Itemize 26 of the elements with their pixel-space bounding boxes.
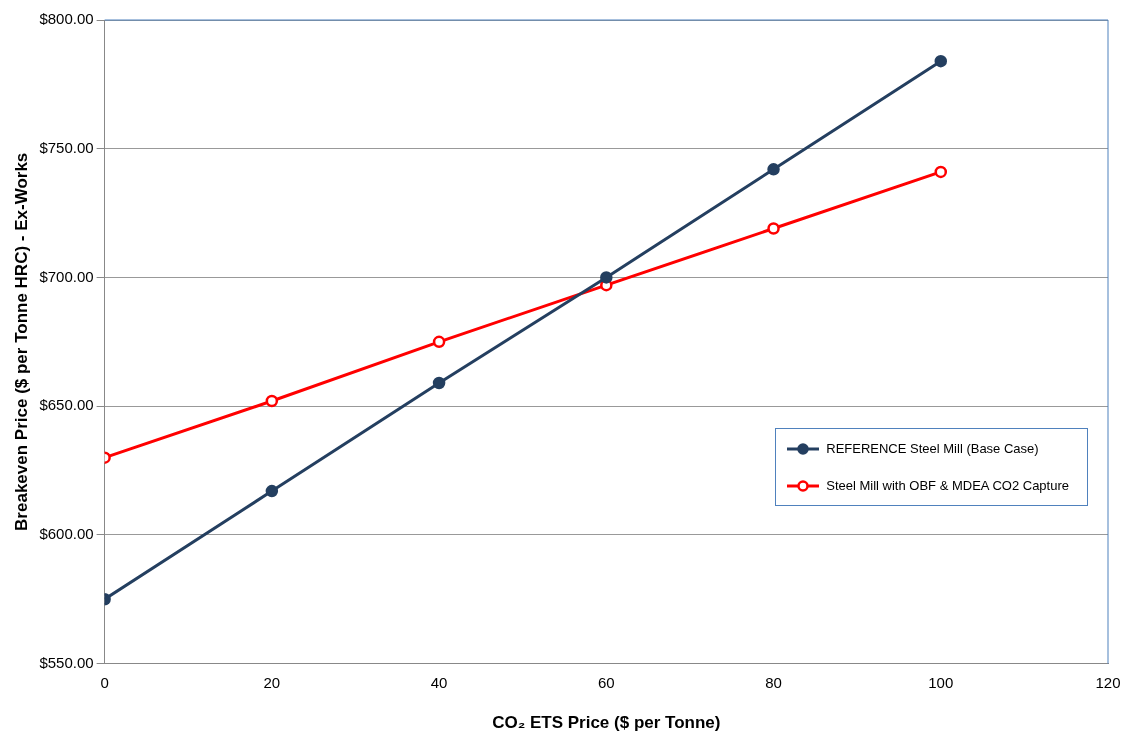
x-tick-label: 80 — [765, 673, 782, 691]
y-tick-label: $700.00 — [39, 267, 94, 285]
y-tick-label: $600.00 — [39, 525, 94, 543]
y-tick-label: $550.00 — [39, 653, 94, 671]
point — [934, 165, 948, 179]
point — [767, 163, 780, 176]
x-tick-label: 20 — [263, 673, 281, 691]
point — [600, 271, 613, 284]
x-tick-label: 120 — [1095, 673, 1121, 691]
x-axis-title: CO₂ ETS Price ($ per Tonne) — [492, 713, 721, 733]
x-tick-label: 60 — [597, 673, 615, 691]
point — [767, 222, 780, 235]
y-axis-title: Breakeven Price ($ per Tonne HRC) - Ex-Works — [11, 152, 31, 531]
point — [265, 394, 279, 408]
point — [265, 484, 279, 498]
legend-label: Steel Mill with OBF & MDEA CO2 Capture — [826, 478, 1069, 493]
x-tick-label: 100 — [928, 673, 954, 691]
point — [432, 335, 446, 349]
legend-label: REFERENCE Steel Mill (Base Case) — [826, 441, 1039, 456]
x-tick-label: 40 — [430, 673, 448, 691]
y-tick-label: $800.00 — [39, 10, 94, 28]
x-tick-label: 0 — [100, 673, 109, 691]
y-tick-label: $750.00 — [39, 138, 94, 156]
point — [934, 54, 948, 68]
y-tick-label: $650.00 — [39, 396, 94, 414]
point — [432, 376, 446, 390]
